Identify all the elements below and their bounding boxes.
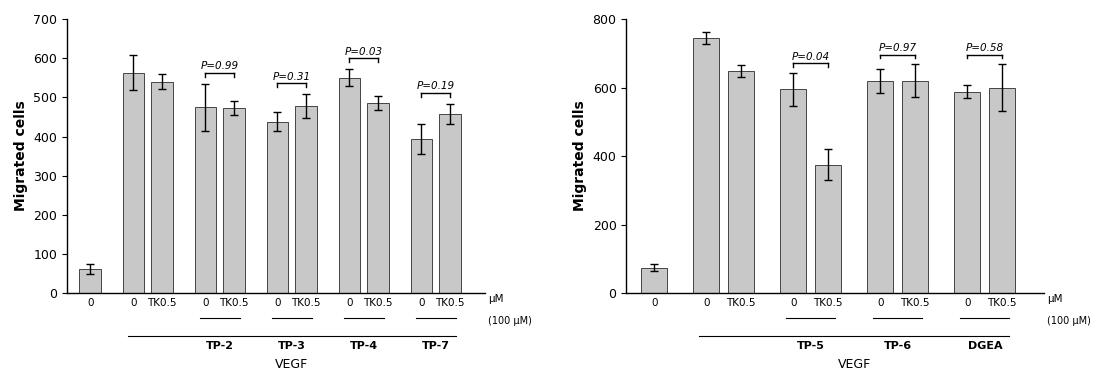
Text: (100 μM): (100 μM) xyxy=(487,316,532,326)
Bar xyxy=(641,267,667,293)
Bar xyxy=(338,78,360,293)
Bar xyxy=(867,81,894,293)
Text: (100 μM): (100 μM) xyxy=(1048,316,1092,326)
Text: μM: μM xyxy=(1048,294,1063,304)
Bar xyxy=(902,81,928,293)
Bar xyxy=(693,38,719,293)
Bar xyxy=(295,106,317,293)
Bar xyxy=(223,108,245,293)
Text: P=0.58: P=0.58 xyxy=(966,43,1003,53)
Bar xyxy=(989,88,1015,293)
Text: P=0.31: P=0.31 xyxy=(273,72,311,82)
Text: P=0.99: P=0.99 xyxy=(201,61,239,71)
Text: μM: μM xyxy=(487,294,503,304)
Bar xyxy=(780,89,807,293)
Bar xyxy=(194,107,217,293)
Text: VEGF: VEGF xyxy=(275,358,308,371)
Bar xyxy=(266,122,288,293)
Text: TP-3: TP-3 xyxy=(277,341,306,352)
Text: TP-7: TP-7 xyxy=(422,341,450,352)
Bar xyxy=(955,91,980,293)
Bar xyxy=(728,71,755,293)
Text: TP-2: TP-2 xyxy=(206,341,234,352)
Text: P=0.97: P=0.97 xyxy=(878,43,917,53)
Bar xyxy=(368,103,389,293)
Text: DGEA: DGEA xyxy=(968,341,1002,352)
Bar xyxy=(440,114,461,293)
Bar xyxy=(151,82,173,293)
Text: VEGF: VEGF xyxy=(838,358,871,371)
Text: TP-4: TP-4 xyxy=(350,341,378,352)
Y-axis label: Migrated cells: Migrated cells xyxy=(573,101,587,212)
Bar xyxy=(411,139,432,293)
Bar xyxy=(80,269,101,293)
Text: P=0.03: P=0.03 xyxy=(345,47,383,57)
Y-axis label: Migrated cells: Migrated cells xyxy=(14,101,28,212)
Text: P=0.04: P=0.04 xyxy=(792,52,830,62)
Text: TP-6: TP-6 xyxy=(884,341,912,352)
Bar xyxy=(815,165,841,293)
Bar xyxy=(123,73,145,293)
Text: TP-5: TP-5 xyxy=(797,341,824,352)
Text: P=0.19: P=0.19 xyxy=(417,81,455,91)
